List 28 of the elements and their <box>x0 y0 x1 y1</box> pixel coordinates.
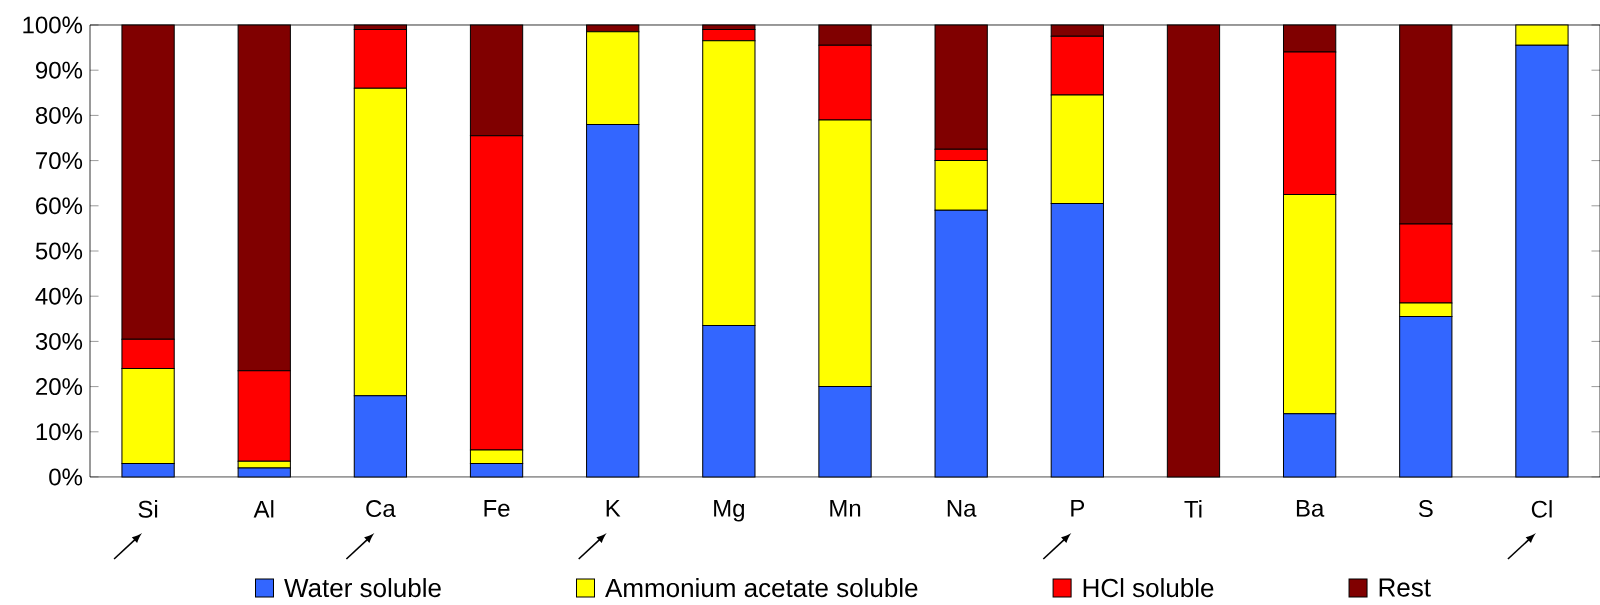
y-tick-label: 50% <box>35 242 83 260</box>
x-tick-label: Ti <box>1184 500 1202 518</box>
y-tick-label: 60% <box>36 197 83 215</box>
y-tick-label: 100% <box>23 16 83 34</box>
x-tick-label: S <box>1418 500 1433 518</box>
y-tick-label: 90% <box>36 61 83 79</box>
x-tick-label: Ba <box>1296 500 1325 517</box>
y-tick-label: 80% <box>35 106 83 124</box>
y-tick-label: 30% <box>35 332 83 350</box>
legend-label: Rest <box>1379 578 1431 597</box>
x-tick-label: K <box>606 500 621 517</box>
x-tick-label: Mn <box>830 500 861 517</box>
y-tick-label: 10% <box>36 423 83 441</box>
x-tick-label: Fe <box>484 500 510 517</box>
legend-label: Ammonium acetate soluble <box>605 578 918 598</box>
y-tick-label: 70% <box>36 152 83 170</box>
y-tick-label: 20% <box>36 378 83 396</box>
x-tick-label: P <box>1071 500 1085 517</box>
legend-label: HCl soluble <box>1083 578 1214 598</box>
x-tick-label: Al <box>253 500 274 518</box>
y-tick-label: 0% <box>49 468 83 486</box>
x-tick-label: Ca <box>366 500 396 518</box>
x-tick-label: Mg <box>714 500 744 522</box>
y-tick-label: 40% <box>35 287 83 305</box>
x-tick-label: Si <box>138 500 158 518</box>
x-tick-label: Cl <box>1531 500 1552 518</box>
x-tick-label: Na <box>947 500 977 517</box>
legend-label: Water soluble <box>284 578 441 598</box>
